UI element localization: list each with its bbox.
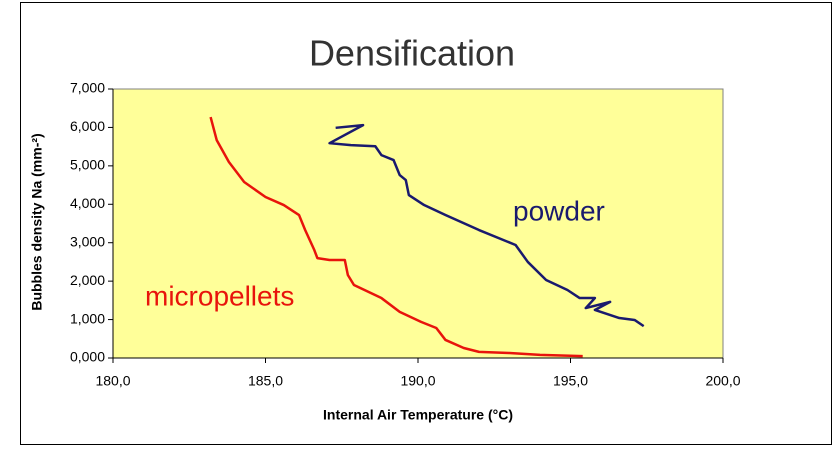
x-tick-label: 195,0 xyxy=(553,373,588,389)
y-tick-label: 3,000 xyxy=(70,233,105,249)
annotation: powder xyxy=(513,195,605,226)
x-tick-label: 185,0 xyxy=(248,373,283,389)
x-tick-label: 190,0 xyxy=(400,373,435,389)
y-tick-label: 4,000 xyxy=(70,195,105,211)
y-tick-label: 2,000 xyxy=(70,272,105,288)
y-tick-label: 0,000 xyxy=(70,349,105,365)
y-tick-label: 1,000 xyxy=(70,310,105,326)
x-axis-label: Internal Air Temperature (°C) xyxy=(323,407,513,423)
annotation: micropellets xyxy=(145,280,294,311)
y-tick-label: 7,000 xyxy=(70,80,105,96)
x-tick-label: 200,0 xyxy=(705,373,740,389)
y-axis-label: Bubbles density Na (mm-²) xyxy=(29,133,45,310)
y-tick-label: 6,000 xyxy=(70,118,105,134)
plot-area xyxy=(112,88,724,359)
x-tick-label: 180,0 xyxy=(95,373,130,389)
y-tick-label: 5,000 xyxy=(70,157,105,173)
series-line xyxy=(209,116,583,358)
series-line xyxy=(328,123,645,328)
chart-title: Densification xyxy=(309,33,515,74)
